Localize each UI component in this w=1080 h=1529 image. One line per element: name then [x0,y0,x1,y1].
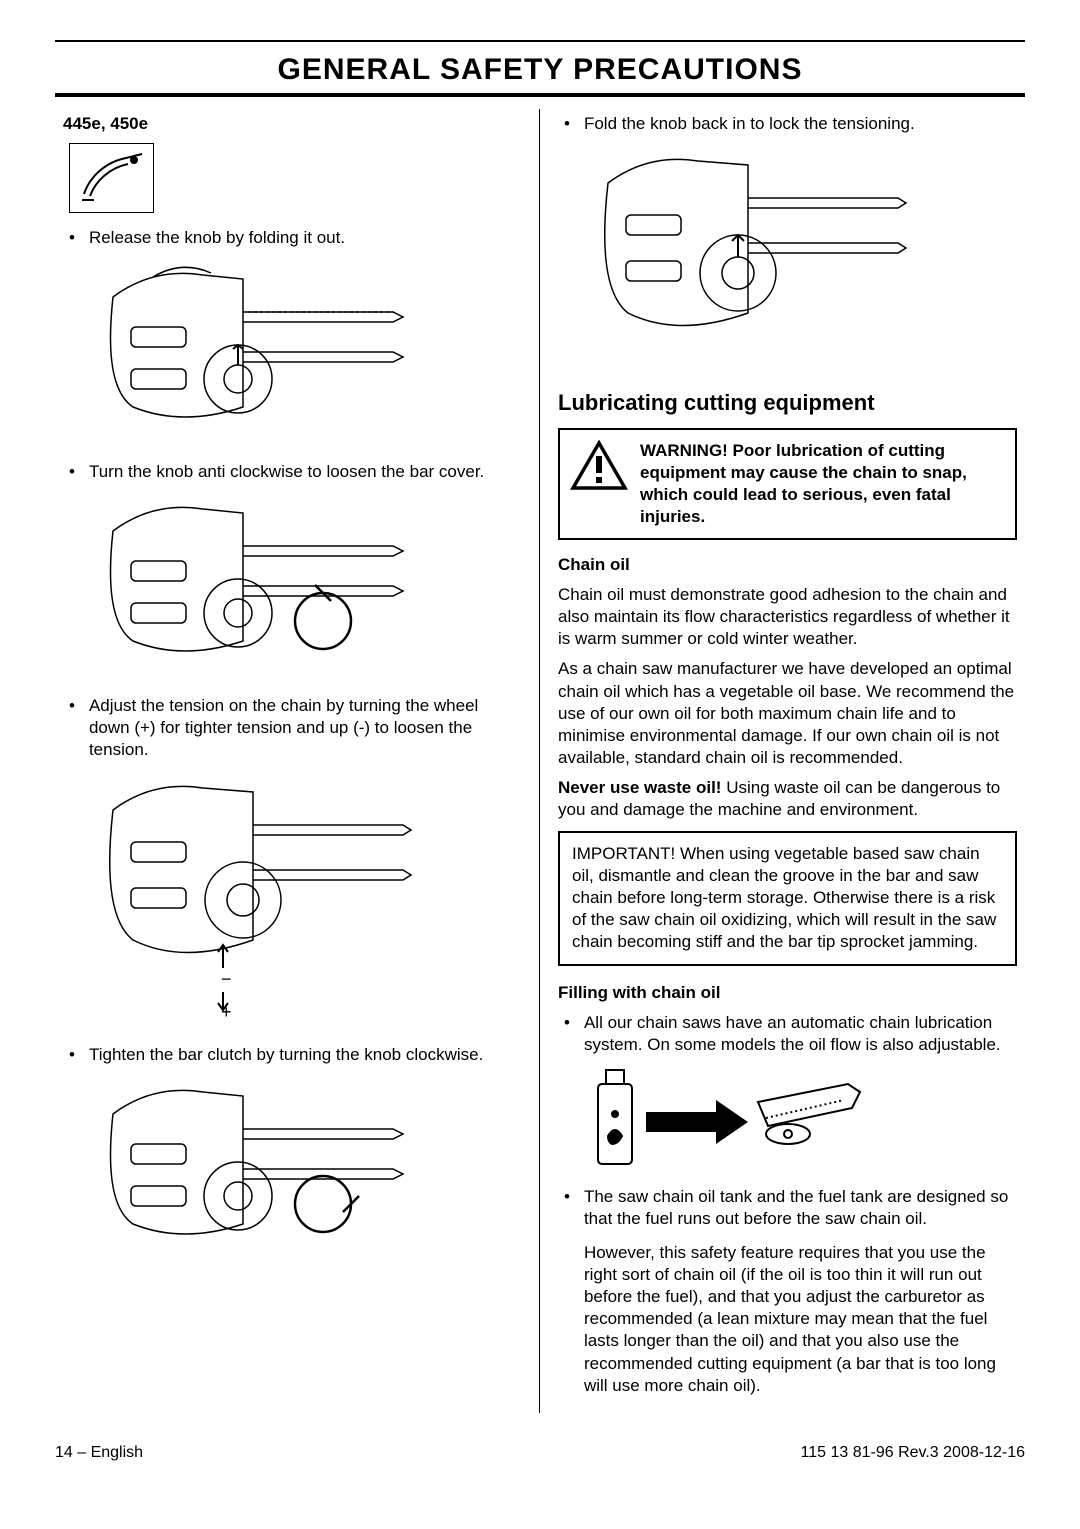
fill-bullet-1-text: All our chain saws have an automatic cha… [584,1012,1017,1056]
chain-oil-p2: As a chain saw manufacturer we have deve… [558,658,1017,768]
section-lubricating: Lubricating cutting equipment [558,389,1017,418]
step-1: Release the knob by folding it out. [63,227,521,249]
fill-bullet-2-text: The saw chain oil tank and the fuel tank… [584,1187,1008,1228]
step-2-text: Turn the knob anti clockwise to loosen t… [89,461,521,483]
warning-text: WARNING! Poor lubrication of cutting equ… [640,440,1003,528]
content-columns: 445e, 450e Release the knob by folding i… [55,109,1025,1413]
warning-triangle-icon [570,440,628,492]
rule-top [55,40,1025,42]
figure-saw-5 [588,143,908,373]
figure-saw-4 [93,1074,413,1264]
step-5-text: Fold the knob back in to lock the tensio… [584,113,1017,135]
figure-saw-3: − + [93,770,413,1030]
filling-heading: Filling with chain oil [558,982,1017,1004]
never-waste-oil: Never use waste oil! Using waste oil can… [558,777,1017,821]
warning-box: WARNING! Poor lubrication of cutting equ… [558,428,1017,540]
page-footer: 14 – English 115 13 81-96 Rev.3 2008-12-… [55,1443,1025,1464]
models-heading: 445e, 450e [63,113,521,135]
step-3-text: Adjust the tension on the chain by turni… [89,695,521,761]
rule-under-title [55,93,1025,97]
step-5: Fold the knob back in to lock the tensio… [558,113,1017,135]
important-box: IMPORTANT! When using vegetable based sa… [558,831,1017,965]
never-waste-oil-bold: Never use waste oil! [558,778,721,797]
chain-oil-heading: Chain oil [558,554,1017,576]
left-column: 445e, 450e Release the knob by folding i… [55,109,540,1413]
step-1-text: Release the knob by folding it out. [89,227,521,249]
page-title: GENERAL SAFETY PRECAUTIONS [55,50,1025,89]
right-column: Fold the knob back in to lock the tensio… [540,109,1025,1413]
figure-saw-1 [93,257,413,447]
fill-bullet-2: The saw chain oil tank and the fuel tank… [558,1186,1017,1405]
step-2: Turn the knob anti clockwise to loosen t… [63,461,521,483]
step-3: Adjust the tension on the chain by turni… [63,695,521,761]
figure-oil [588,1064,868,1174]
svg-text:−: − [221,969,232,989]
fill-bullet-2-extra: However, this safety feature requires th… [584,1242,1017,1397]
footer-left: 14 – English [55,1443,143,1464]
figure-knob-icon [69,143,154,213]
footer-right: 115 13 81-96 Rev.3 2008-12-16 [801,1443,1025,1464]
fill-bullet-1: All our chain saws have an automatic cha… [558,1012,1017,1056]
step-4-text: Tighten the bar clutch by turning the kn… [89,1044,521,1066]
chain-oil-p1: Chain oil must demonstrate good adhesion… [558,584,1017,650]
figure-saw-2 [93,491,413,681]
step-4: Tighten the bar clutch by turning the kn… [63,1044,521,1066]
